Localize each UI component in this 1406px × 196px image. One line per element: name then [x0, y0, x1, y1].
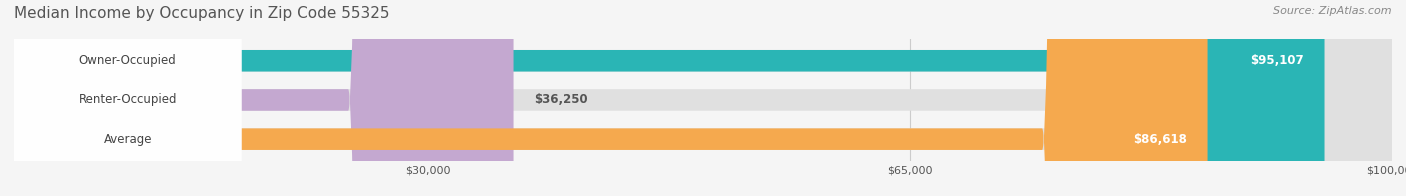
FancyBboxPatch shape	[14, 0, 1392, 196]
FancyBboxPatch shape	[14, 0, 1392, 196]
FancyBboxPatch shape	[14, 0, 242, 196]
Text: Owner-Occupied: Owner-Occupied	[79, 54, 177, 67]
Text: Source: ZipAtlas.com: Source: ZipAtlas.com	[1274, 6, 1392, 16]
FancyBboxPatch shape	[14, 0, 513, 196]
Text: $95,107: $95,107	[1250, 54, 1303, 67]
FancyBboxPatch shape	[14, 0, 1392, 196]
FancyBboxPatch shape	[14, 0, 1324, 196]
FancyBboxPatch shape	[14, 0, 242, 196]
FancyBboxPatch shape	[14, 0, 242, 196]
FancyBboxPatch shape	[14, 0, 1208, 196]
Text: Average: Average	[104, 133, 152, 146]
Text: Median Income by Occupancy in Zip Code 55325: Median Income by Occupancy in Zip Code 5…	[14, 6, 389, 21]
Text: $36,250: $36,250	[534, 93, 588, 106]
Text: Renter-Occupied: Renter-Occupied	[79, 93, 177, 106]
Text: $86,618: $86,618	[1133, 133, 1187, 146]
